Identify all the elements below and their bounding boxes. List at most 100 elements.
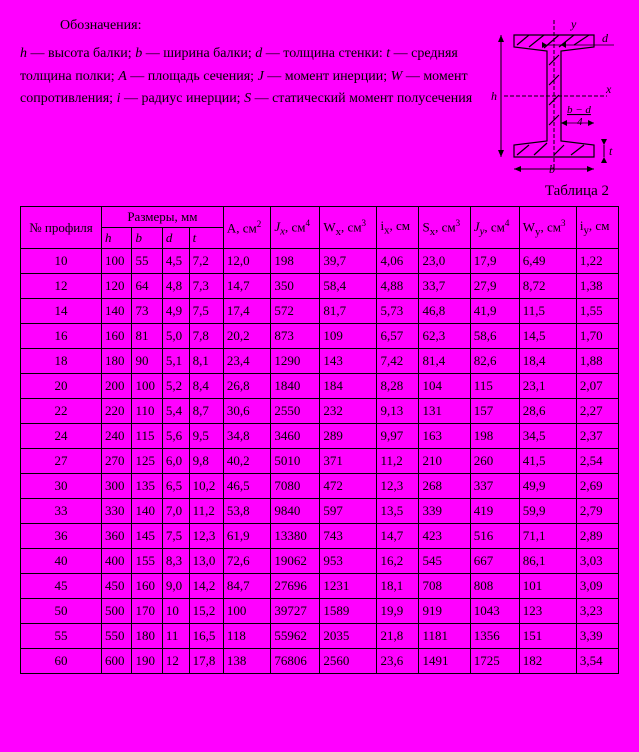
table-cell: 46,5 bbox=[223, 474, 271, 499]
table-cell: 268 bbox=[419, 474, 470, 499]
table-cell: 110 bbox=[132, 399, 162, 424]
table-cell: 61,9 bbox=[223, 524, 271, 549]
table-cell: 5010 bbox=[271, 449, 320, 474]
table-cell: 11,2 bbox=[377, 449, 419, 474]
table-cell: 220 bbox=[102, 399, 132, 424]
legend-title: Обозначения: bbox=[20, 15, 481, 37]
table-cell: 210 bbox=[419, 449, 470, 474]
table-cell: 13,0 bbox=[189, 549, 223, 574]
table-cell: 4,9 bbox=[162, 299, 189, 324]
table-cell: 17,4 bbox=[223, 299, 271, 324]
table-cell: 140 bbox=[132, 499, 162, 524]
table-cell: 100 bbox=[132, 374, 162, 399]
table-cell: 24 bbox=[21, 424, 102, 449]
table-cell: 7,8 bbox=[189, 324, 223, 349]
table-cell: 9,0 bbox=[162, 574, 189, 599]
table-cell: 1840 bbox=[271, 374, 320, 399]
table-cell: 104 bbox=[419, 374, 470, 399]
table-cell: 8,4 bbox=[189, 374, 223, 399]
table-cell: 170 bbox=[132, 599, 162, 624]
table-cell: 572 bbox=[271, 299, 320, 324]
table-row: 363601457,512,361,91338074314,742351671,… bbox=[21, 524, 619, 549]
table-cell: 27 bbox=[21, 449, 102, 474]
table-cell: 198 bbox=[271, 249, 320, 274]
table-cell: 50 bbox=[21, 599, 102, 624]
col-Wx: Wx, см3 bbox=[320, 207, 377, 249]
table-cell: 2,07 bbox=[576, 374, 618, 399]
table-cell: 9840 bbox=[271, 499, 320, 524]
table-cell: 330 bbox=[102, 499, 132, 524]
table-cell: 20,2 bbox=[223, 324, 271, 349]
table-cell: 151 bbox=[519, 624, 576, 649]
table-cell: 33 bbox=[21, 499, 102, 524]
ibeam-table: № про­филя Размеры, мм A, см2 Jx, см4 Wx… bbox=[20, 206, 619, 674]
table-cell: 135 bbox=[132, 474, 162, 499]
table-cell: 550 bbox=[102, 624, 132, 649]
table-cell: 808 bbox=[470, 574, 519, 599]
table-row: 333301407,011,253,8984059713,533941959,9… bbox=[21, 499, 619, 524]
table-cell: 9,13 bbox=[377, 399, 419, 424]
table-cell: 8,3 bbox=[162, 549, 189, 574]
table-cell: 8,28 bbox=[377, 374, 419, 399]
table-cell: 472 bbox=[320, 474, 377, 499]
table-cell: 7,5 bbox=[189, 299, 223, 324]
table-cell: 60 bbox=[21, 649, 102, 674]
table-cell: 145 bbox=[132, 524, 162, 549]
table-cell: 6,57 bbox=[377, 324, 419, 349]
table-cell: 182 bbox=[519, 649, 576, 674]
table-cell: 160 bbox=[102, 324, 132, 349]
table-cell: 2,27 bbox=[576, 399, 618, 424]
col-A: A, см2 bbox=[223, 207, 271, 249]
table-cell: 55 bbox=[132, 249, 162, 274]
header-block: Обозначения: h — высота балки; b — ширин… bbox=[20, 15, 619, 175]
table-cell: 9,5 bbox=[189, 424, 223, 449]
table-cell: 12,0 bbox=[223, 249, 271, 274]
table-cell: 597 bbox=[320, 499, 377, 524]
table-cell: 46,8 bbox=[419, 299, 470, 324]
table-cell: 419 bbox=[470, 499, 519, 524]
table-cell: 115 bbox=[470, 374, 519, 399]
table-cell: 82,6 bbox=[470, 349, 519, 374]
table-cell: 1290 bbox=[271, 349, 320, 374]
table-cell: 41,9 bbox=[470, 299, 519, 324]
table-cell: 14,7 bbox=[377, 524, 419, 549]
table-cell: 36 bbox=[21, 524, 102, 549]
table-cell: 40,2 bbox=[223, 449, 271, 474]
table-cell: 157 bbox=[470, 399, 519, 424]
table-cell: 3,03 bbox=[576, 549, 618, 574]
table-cell: 5,1 bbox=[162, 349, 189, 374]
legend-text: Обозначения: h — высота балки; b — ширин… bbox=[20, 15, 489, 111]
table-cell: 4,8 bbox=[162, 274, 189, 299]
table-cell: 423 bbox=[419, 524, 470, 549]
table-cell: 11 bbox=[162, 624, 189, 649]
table-cell: 28,6 bbox=[519, 399, 576, 424]
table-cell: 17,8 bbox=[189, 649, 223, 674]
table-cell: 545 bbox=[419, 549, 470, 574]
col-Jx: Jx, см4 bbox=[271, 207, 320, 249]
table-cell: 11,2 bbox=[189, 499, 223, 524]
table-cell: 14,7 bbox=[223, 274, 271, 299]
table-cell: 5,4 bbox=[162, 399, 189, 424]
table-cell: 10 bbox=[162, 599, 189, 624]
col-h: h bbox=[102, 228, 132, 249]
table-cell: 16,2 bbox=[377, 549, 419, 574]
table-cell: 53,8 bbox=[223, 499, 271, 524]
table-cell: 4,5 bbox=[162, 249, 189, 274]
ibeam-diagram: y d h x b − d 4 t b bbox=[489, 15, 619, 175]
table-cell: 22 bbox=[21, 399, 102, 424]
svg-text:y: y bbox=[570, 17, 577, 31]
table-row: 303001356,510,246,5708047212,326833749,9… bbox=[21, 474, 619, 499]
table-cell: 143 bbox=[320, 349, 377, 374]
table-cell: 76806 bbox=[271, 649, 320, 674]
table-cell: 9,8 bbox=[189, 449, 223, 474]
col-Sx: Sx, см3 bbox=[419, 207, 470, 249]
table-cell: 873 bbox=[271, 324, 320, 349]
table-cell: 12 bbox=[162, 649, 189, 674]
table-cell: 371 bbox=[320, 449, 377, 474]
table-cell: 919 bbox=[419, 599, 470, 624]
table-cell: 86,1 bbox=[519, 549, 576, 574]
table-cell: 155 bbox=[132, 549, 162, 574]
col-Jy: Jy, см4 bbox=[470, 207, 519, 249]
table-cell: 58,4 bbox=[320, 274, 377, 299]
table-row: 606001901217,813876806256023,61491172518… bbox=[21, 649, 619, 674]
